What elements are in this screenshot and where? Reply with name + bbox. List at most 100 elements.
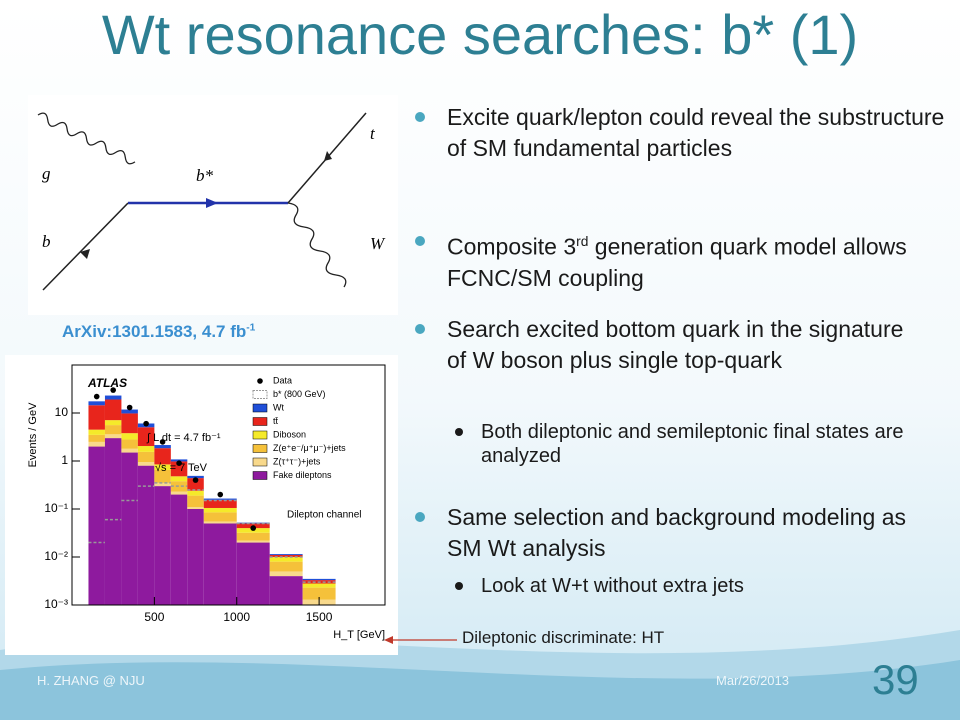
histogram-bar xyxy=(302,578,336,581)
bullet: Search excited bottom quark in the signa… xyxy=(415,314,907,376)
histogram-bar xyxy=(187,478,204,491)
luminosity: ∫ L dt = 4.7 fb⁻¹ xyxy=(146,432,221,444)
histogram-bar xyxy=(154,482,171,487)
channel: Dilepton channel xyxy=(287,510,362,521)
histogram-bar xyxy=(269,576,303,605)
energy: √s = 7 TeV xyxy=(155,462,208,474)
histogram-bar xyxy=(104,425,122,435)
y-tick-label: 10⁻¹ xyxy=(44,501,68,515)
plot-frame xyxy=(71,364,386,606)
slide-title: Wt resonance searches: b* (1) xyxy=(101,3,859,66)
bullet: Excite quark/lepton could reveal the sub… xyxy=(415,102,952,164)
diagram-label: g xyxy=(42,164,51,183)
histogram-bar xyxy=(104,399,122,421)
histogram-bar xyxy=(137,446,155,452)
legend-marker xyxy=(252,457,268,467)
legend-label: Data xyxy=(273,375,292,385)
data-point xyxy=(250,525,257,531)
legend-marker xyxy=(252,430,268,440)
histogram-bar xyxy=(137,451,155,463)
histogram-bar xyxy=(121,448,138,453)
y-tick-label: 1 xyxy=(61,453,68,467)
histogram-bar xyxy=(104,420,122,426)
histogram-bar xyxy=(187,495,204,508)
legend-label: Z(e⁺e⁻/μ⁺μ⁻)+jets xyxy=(273,443,346,453)
histogram-bar xyxy=(269,571,303,577)
histogram-bar xyxy=(187,507,204,509)
histogram-bar xyxy=(203,507,237,513)
x-axis-label: H_T [GeV] xyxy=(333,629,385,641)
sub-bullet: Look at W+t without extra jets xyxy=(455,574,931,598)
histogram-bar xyxy=(104,434,122,439)
histogram-bar xyxy=(154,445,171,449)
caption: Dileptonic discriminate: HT xyxy=(462,628,665,647)
histogram-bar xyxy=(187,509,204,605)
histogram-bar xyxy=(236,542,270,605)
bullet-text: generation quark model allows FCNC/SM co… xyxy=(447,233,907,291)
histogram-bar xyxy=(137,427,155,447)
legend-marker xyxy=(252,403,268,413)
histogram-bar xyxy=(269,561,303,572)
histogram-bar xyxy=(121,413,138,434)
legend-marker xyxy=(252,390,268,399)
legend-label: Z(τ⁺τ⁻)+jets xyxy=(273,456,321,466)
data-point xyxy=(192,477,199,483)
x-tick-label: 1000 xyxy=(223,610,250,624)
histogram-bar xyxy=(203,512,237,522)
legend-label: tt̄ xyxy=(273,416,279,426)
y-axis-label: Events / GeV xyxy=(27,402,39,467)
histogram-bar xyxy=(88,401,105,406)
caption-arrow xyxy=(384,636,457,644)
legend-marker xyxy=(257,378,263,384)
data-point xyxy=(126,404,133,411)
page-number: 39 xyxy=(872,656,919,703)
histogram-bar xyxy=(236,532,270,541)
reference: ArXiv:1301.1583, 4.7 fb-1 xyxy=(62,322,255,342)
diagram-label: b xyxy=(42,232,51,251)
histogram-bar xyxy=(154,464,171,470)
histogram: 10⁻³ 10⁻² 10⁻¹ 1 10 500 1000 1500 Events / GeV H_… xyxy=(5,355,398,655)
histogram-bar xyxy=(170,494,188,605)
histogram-bar xyxy=(203,521,237,524)
experiment: ATLAS xyxy=(87,376,127,390)
x-tick-label: 500 xyxy=(144,610,164,624)
footer-author: H. ZHANG @ NJU xyxy=(37,673,145,688)
histogram-bar xyxy=(88,405,105,430)
histogram-bar xyxy=(170,481,188,492)
histogram-bar xyxy=(269,557,303,562)
histogram-bar xyxy=(121,409,138,414)
feynman-diagram: g b b* t W xyxy=(28,95,398,315)
bullet: Same selection and background modeling a… xyxy=(415,502,907,564)
histogram-bar xyxy=(203,498,237,500)
histogram-bar xyxy=(154,448,171,465)
histogram-bar xyxy=(88,429,105,435)
histogram-bar xyxy=(137,462,155,466)
histogram-bar xyxy=(137,465,155,605)
legend-label: Fake dileptons xyxy=(273,470,332,480)
histogram-bar xyxy=(121,433,138,440)
histogram-bar xyxy=(170,491,188,495)
data-point xyxy=(176,460,182,466)
histogram-bar xyxy=(187,490,204,496)
sub-bullet-text: Both dileptonic and semileptonic final s… xyxy=(481,421,904,467)
diagram-label: t xyxy=(370,124,376,143)
x-tick-label: 1500 xyxy=(306,610,333,624)
sub-bullet: Both dileptonic and semileptonic final s… xyxy=(455,420,931,468)
histogram-bar xyxy=(269,554,303,556)
legend-marker xyxy=(252,444,268,453)
histogram-bar xyxy=(154,469,171,483)
data-point xyxy=(110,387,116,393)
data-point xyxy=(143,420,149,427)
legend-label: Wt xyxy=(273,402,284,412)
legend-label: Diboson xyxy=(273,429,306,439)
histogram-bar xyxy=(269,555,303,557)
y-tick-label: 10⁻² xyxy=(44,549,68,563)
data-point xyxy=(93,393,100,400)
histogram-bar xyxy=(88,441,105,447)
histogram-bar xyxy=(170,461,188,477)
histogram-bar xyxy=(302,587,336,600)
y-tick-label: 10⁻³ xyxy=(44,597,68,611)
sub-bullet-text: Look at W+t without extra jets xyxy=(481,575,744,597)
y-tick-label: 10 xyxy=(55,405,69,419)
diagram-label: b* xyxy=(196,166,214,185)
